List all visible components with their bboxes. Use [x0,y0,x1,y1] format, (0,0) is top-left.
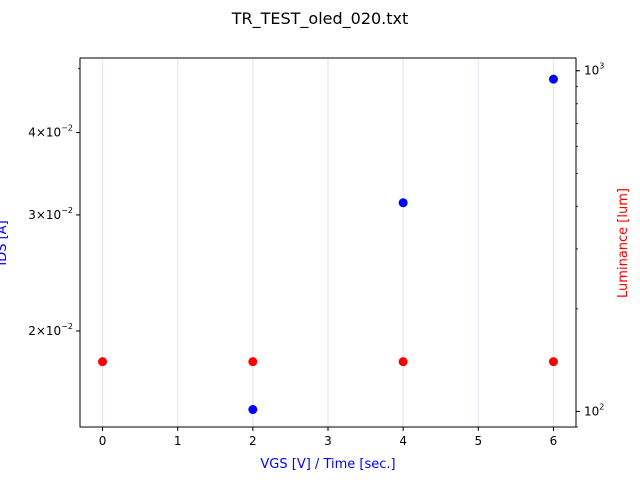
y-right-tick-label: 102 [584,402,604,418]
x-tick-label: 1 [174,434,182,448]
data-point [548,74,558,84]
y-left-tick-label: 3×10−2 [28,206,73,222]
y-right-axis-label: Luminance [lum] [616,188,631,298]
data-point [548,357,558,367]
x-axis-ticks: 0 1 2 3 4 5 6 [99,427,558,448]
data-point [398,357,408,367]
x-tick-label: 4 [399,434,407,448]
x-tick-label: 6 [550,434,558,448]
x-axis-label: VGS [V] / Time [sec.] [260,457,395,472]
x-grid [101,58,555,427]
y-left-tick-label: 2×10−2 [28,322,73,338]
data-point [398,198,408,208]
data-point [248,357,258,367]
x-tick-label: 5 [474,434,482,448]
x-tick-label: 3 [324,434,332,448]
chart-title: TR_TEST_oled_020.txt [231,9,409,29]
y-left-axis-label: IDS [A] [0,220,10,265]
y-right-tick-label: 103 [584,62,604,78]
y-left-tick-label: 4×10−2 [28,124,73,140]
y-right-axis-ticks: 102 103 [576,62,604,428]
data-point [248,405,258,415]
y-left-axis-ticks: 2×10−2 3×10−2 4×10−2 [28,68,80,338]
data-point [98,357,108,367]
x-tick-label: 0 [99,434,107,448]
x-tick-label: 2 [249,434,257,448]
data-points [98,74,558,415]
